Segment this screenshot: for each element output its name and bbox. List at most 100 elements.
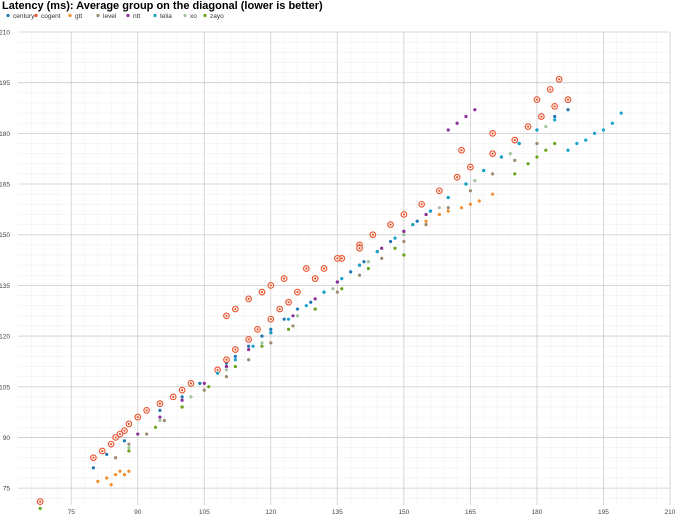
point-century xyxy=(105,452,109,456)
point-cogent-center xyxy=(358,247,361,250)
x-tick-label: 165 xyxy=(465,509,476,516)
point-zayo xyxy=(402,253,406,257)
point-ntt xyxy=(136,432,140,436)
point-cogent-center xyxy=(216,368,219,371)
point-gtt xyxy=(468,202,473,206)
point-ntt xyxy=(335,280,339,284)
point-zayo xyxy=(553,141,557,146)
point-level xyxy=(127,442,131,446)
point-cogent-center xyxy=(513,139,516,142)
point-xo xyxy=(366,260,370,264)
point-gtt xyxy=(96,479,100,483)
point-cogent-center xyxy=(225,358,228,361)
point-level xyxy=(247,358,251,362)
legend-key-xo xyxy=(183,13,187,18)
point-telia xyxy=(553,118,557,122)
point-zayo xyxy=(127,449,131,453)
point-xo xyxy=(295,314,300,318)
point-cogent-center xyxy=(225,314,228,317)
point-level xyxy=(269,341,273,345)
point-cogent-center xyxy=(558,78,561,81)
point-level xyxy=(357,273,362,277)
point-telia xyxy=(535,128,539,132)
point-telia xyxy=(464,182,468,186)
point-level xyxy=(490,172,495,176)
point-level xyxy=(162,418,166,423)
point-telia xyxy=(375,250,379,254)
y-tick-label: 180 xyxy=(0,131,10,138)
point-cogent-center xyxy=(110,443,113,446)
chart-title: Latency (ms): Average group on the diago… xyxy=(2,0,323,12)
point-cogent-center xyxy=(469,166,472,169)
point-xo xyxy=(260,341,264,345)
point-cogent-center xyxy=(456,176,459,179)
point-telia xyxy=(286,317,291,321)
point-ntt xyxy=(224,364,229,369)
point-cogent-center xyxy=(305,267,308,270)
x-tick-label: 150 xyxy=(398,509,409,516)
y-tick-label: 210 xyxy=(0,30,10,37)
point-ntt xyxy=(291,314,295,318)
point-cogent-center xyxy=(39,500,42,503)
point-telia xyxy=(428,209,433,213)
point-cogent-center xyxy=(145,409,148,412)
point-xo xyxy=(508,152,512,156)
point-cogent-center xyxy=(526,125,530,128)
point-xo xyxy=(402,233,406,237)
point-century xyxy=(269,327,273,331)
point-cogent-center xyxy=(340,257,343,260)
point-cogent-center xyxy=(114,436,117,439)
point-telia xyxy=(304,304,308,308)
point-telia xyxy=(601,128,606,132)
point-level xyxy=(380,256,384,260)
legend-key-zayo xyxy=(203,13,207,18)
point-level xyxy=(424,222,428,227)
point-cogent-center xyxy=(101,449,104,453)
point-cogent-center xyxy=(158,402,162,405)
point-cogent-center xyxy=(491,152,494,155)
point-cogent-center xyxy=(256,328,259,331)
point-telia xyxy=(393,236,397,240)
point-xo xyxy=(189,395,193,399)
point-century xyxy=(91,466,96,470)
point-cogent-center xyxy=(314,277,317,280)
point-cogent-center xyxy=(260,291,264,294)
legend-key-cogent xyxy=(34,13,38,18)
point-cogent-center xyxy=(566,98,570,101)
point-level xyxy=(202,388,206,392)
point-telia xyxy=(446,195,450,200)
point-zayo xyxy=(544,148,548,152)
point-telia xyxy=(357,263,362,267)
point-cogent-center xyxy=(553,105,556,108)
point-ntt xyxy=(380,246,384,250)
point-cogent-center xyxy=(234,307,237,311)
point-century xyxy=(349,270,353,274)
point-telia xyxy=(215,371,220,375)
data-points xyxy=(36,75,623,510)
point-gtt xyxy=(122,472,127,477)
legend-label-level: level xyxy=(103,13,117,20)
legend-key-century xyxy=(6,13,10,18)
legend-label-century: century xyxy=(13,13,35,20)
point-century xyxy=(233,354,237,358)
point-century xyxy=(362,260,366,264)
point-zayo xyxy=(180,405,184,409)
point-gtt xyxy=(459,206,464,210)
point-ntt xyxy=(247,347,251,352)
point-cogent-center xyxy=(181,389,184,392)
point-gtt xyxy=(490,192,495,196)
point-cogent-center xyxy=(535,98,539,101)
point-ntt xyxy=(455,121,459,125)
point-zayo xyxy=(313,307,317,311)
x-tick-label: 210 xyxy=(665,509,675,516)
y-tick-label: 150 xyxy=(0,232,10,239)
point-gtt xyxy=(477,199,481,203)
point-telia xyxy=(499,155,504,159)
point-cogent-center xyxy=(322,267,326,270)
point-cogent-center xyxy=(234,348,237,351)
x-tick-label: 120 xyxy=(265,509,276,516)
point-zayo xyxy=(340,287,344,291)
point-zayo xyxy=(286,327,291,331)
point-telia xyxy=(566,148,570,152)
point-telia xyxy=(340,277,344,281)
